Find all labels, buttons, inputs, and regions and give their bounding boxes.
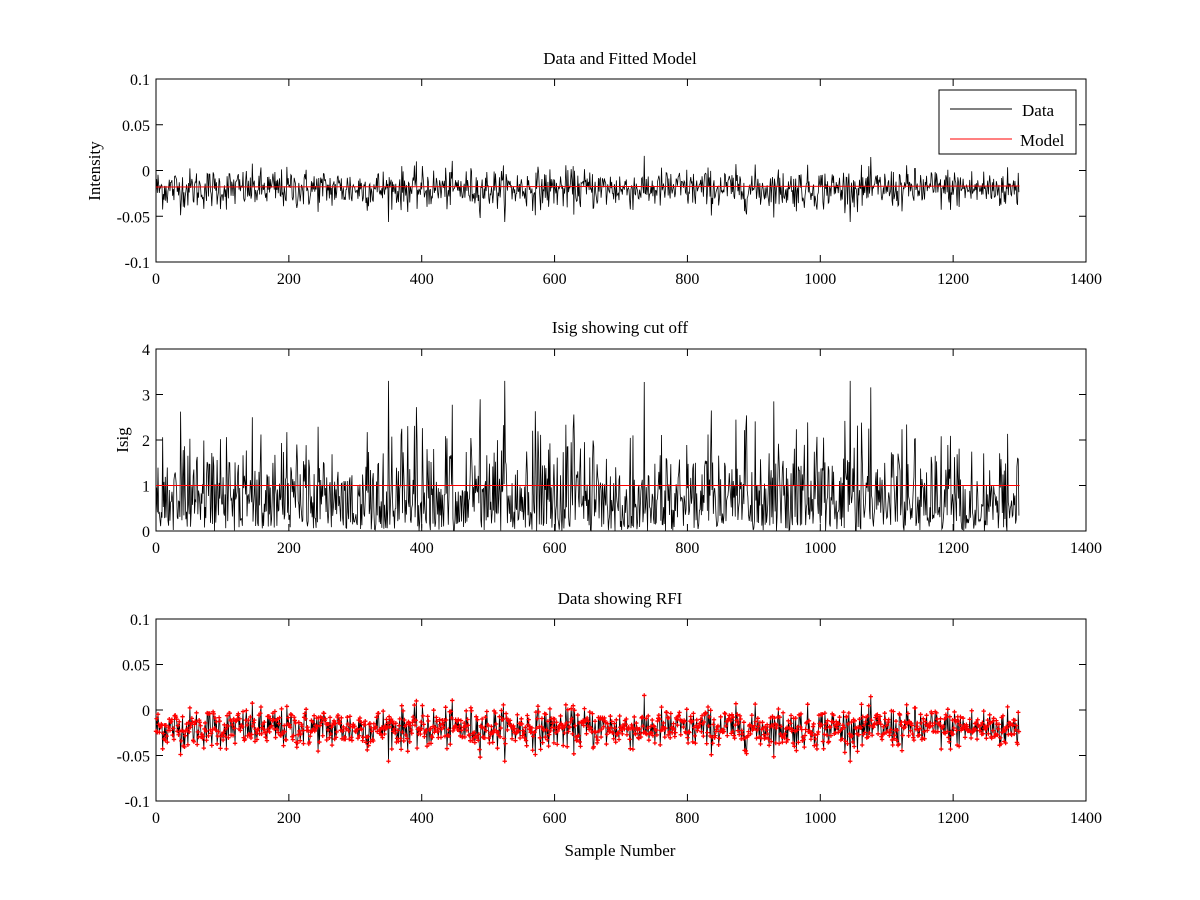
x-tick-label: 1200 xyxy=(937,540,969,557)
y-tick-label: -0.1 xyxy=(125,794,150,811)
x-tick-label: 1400 xyxy=(1070,810,1102,827)
x-tick-label: 400 xyxy=(410,271,434,288)
x-tick-label: 1000 xyxy=(804,540,836,557)
x-tick-label: 600 xyxy=(543,540,567,557)
plot-frame xyxy=(155,618,1087,802)
y-tick-label: -0.05 xyxy=(117,749,150,766)
panel-isig: Isig showing cut off Isig 0 200 400 600 800 1… xyxy=(113,318,1102,557)
legend-box xyxy=(938,89,1077,155)
legend-label-data: Data xyxy=(1022,101,1055,120)
y-tick-label: 3 xyxy=(142,388,150,405)
x-tick-label: 200 xyxy=(277,540,301,557)
y-axis-label: Isig xyxy=(113,427,132,453)
x-tick-label: 0 xyxy=(152,810,160,827)
series-line-data xyxy=(155,155,1020,223)
y-tick-label: -0.05 xyxy=(117,209,150,226)
x-tick-label: 0 xyxy=(152,540,160,557)
x-tick-label: 400 xyxy=(410,810,434,827)
y-tick-label: 2 xyxy=(142,433,150,450)
y-tick-label: 0.05 xyxy=(122,118,150,135)
legend: Data Model xyxy=(938,89,1077,155)
x-axis-label: Sample Number xyxy=(565,841,676,860)
series-line-data xyxy=(155,695,1020,762)
y-tick-label: 0 xyxy=(142,164,150,181)
y-axis-label: Intensity xyxy=(85,141,104,201)
chart-title: Data and Fitted Model xyxy=(543,49,697,68)
x-tick-label: 200 xyxy=(277,810,301,827)
x-tick-label: 400 xyxy=(410,540,434,557)
x-tick-label: 1200 xyxy=(937,271,969,288)
x-tick-label: 800 xyxy=(675,810,699,827)
x-tick-label: 200 xyxy=(277,271,301,288)
x-tick-label: 800 xyxy=(675,540,699,557)
x-tick-label: 600 xyxy=(543,271,567,288)
chart-title: Isig showing cut off xyxy=(552,318,688,337)
x-tick-label: 600 xyxy=(543,810,567,827)
y-tick-label: -0.1 xyxy=(125,255,150,272)
y-tick-label: 4 xyxy=(142,342,150,359)
x-tick-label: 1000 xyxy=(804,271,836,288)
x-tick-label: 0 xyxy=(152,271,160,288)
chart-title: Data showing RFI xyxy=(558,589,683,608)
panel-intensity: Data and Fitted Model Intensity 0 200 400 6… xyxy=(85,49,1102,288)
y-tick-label: 0 xyxy=(142,703,150,720)
x-tick-label: 1400 xyxy=(1070,271,1102,288)
x-tick-label: 1000 xyxy=(804,810,836,827)
legend-label-model: Model xyxy=(1020,131,1065,150)
y-tick-label: 0.1 xyxy=(130,612,150,629)
x-tick-label: 1400 xyxy=(1070,540,1102,557)
y-tick-label: 0 xyxy=(142,524,150,541)
x-tick-label: 800 xyxy=(675,271,699,288)
y-tick-label: 0.1 xyxy=(130,72,150,89)
x-tick-label: 1200 xyxy=(937,810,969,827)
series-line-model xyxy=(155,185,1020,188)
series-markers-rfi xyxy=(153,693,1022,764)
panel-rfi: Data showing RFI Sample Number 0 200 400 60… xyxy=(117,589,1102,860)
series-line-data xyxy=(155,380,1020,532)
y-tick-label: 0.05 xyxy=(122,658,150,675)
y-tick-label: 1 xyxy=(142,479,150,496)
